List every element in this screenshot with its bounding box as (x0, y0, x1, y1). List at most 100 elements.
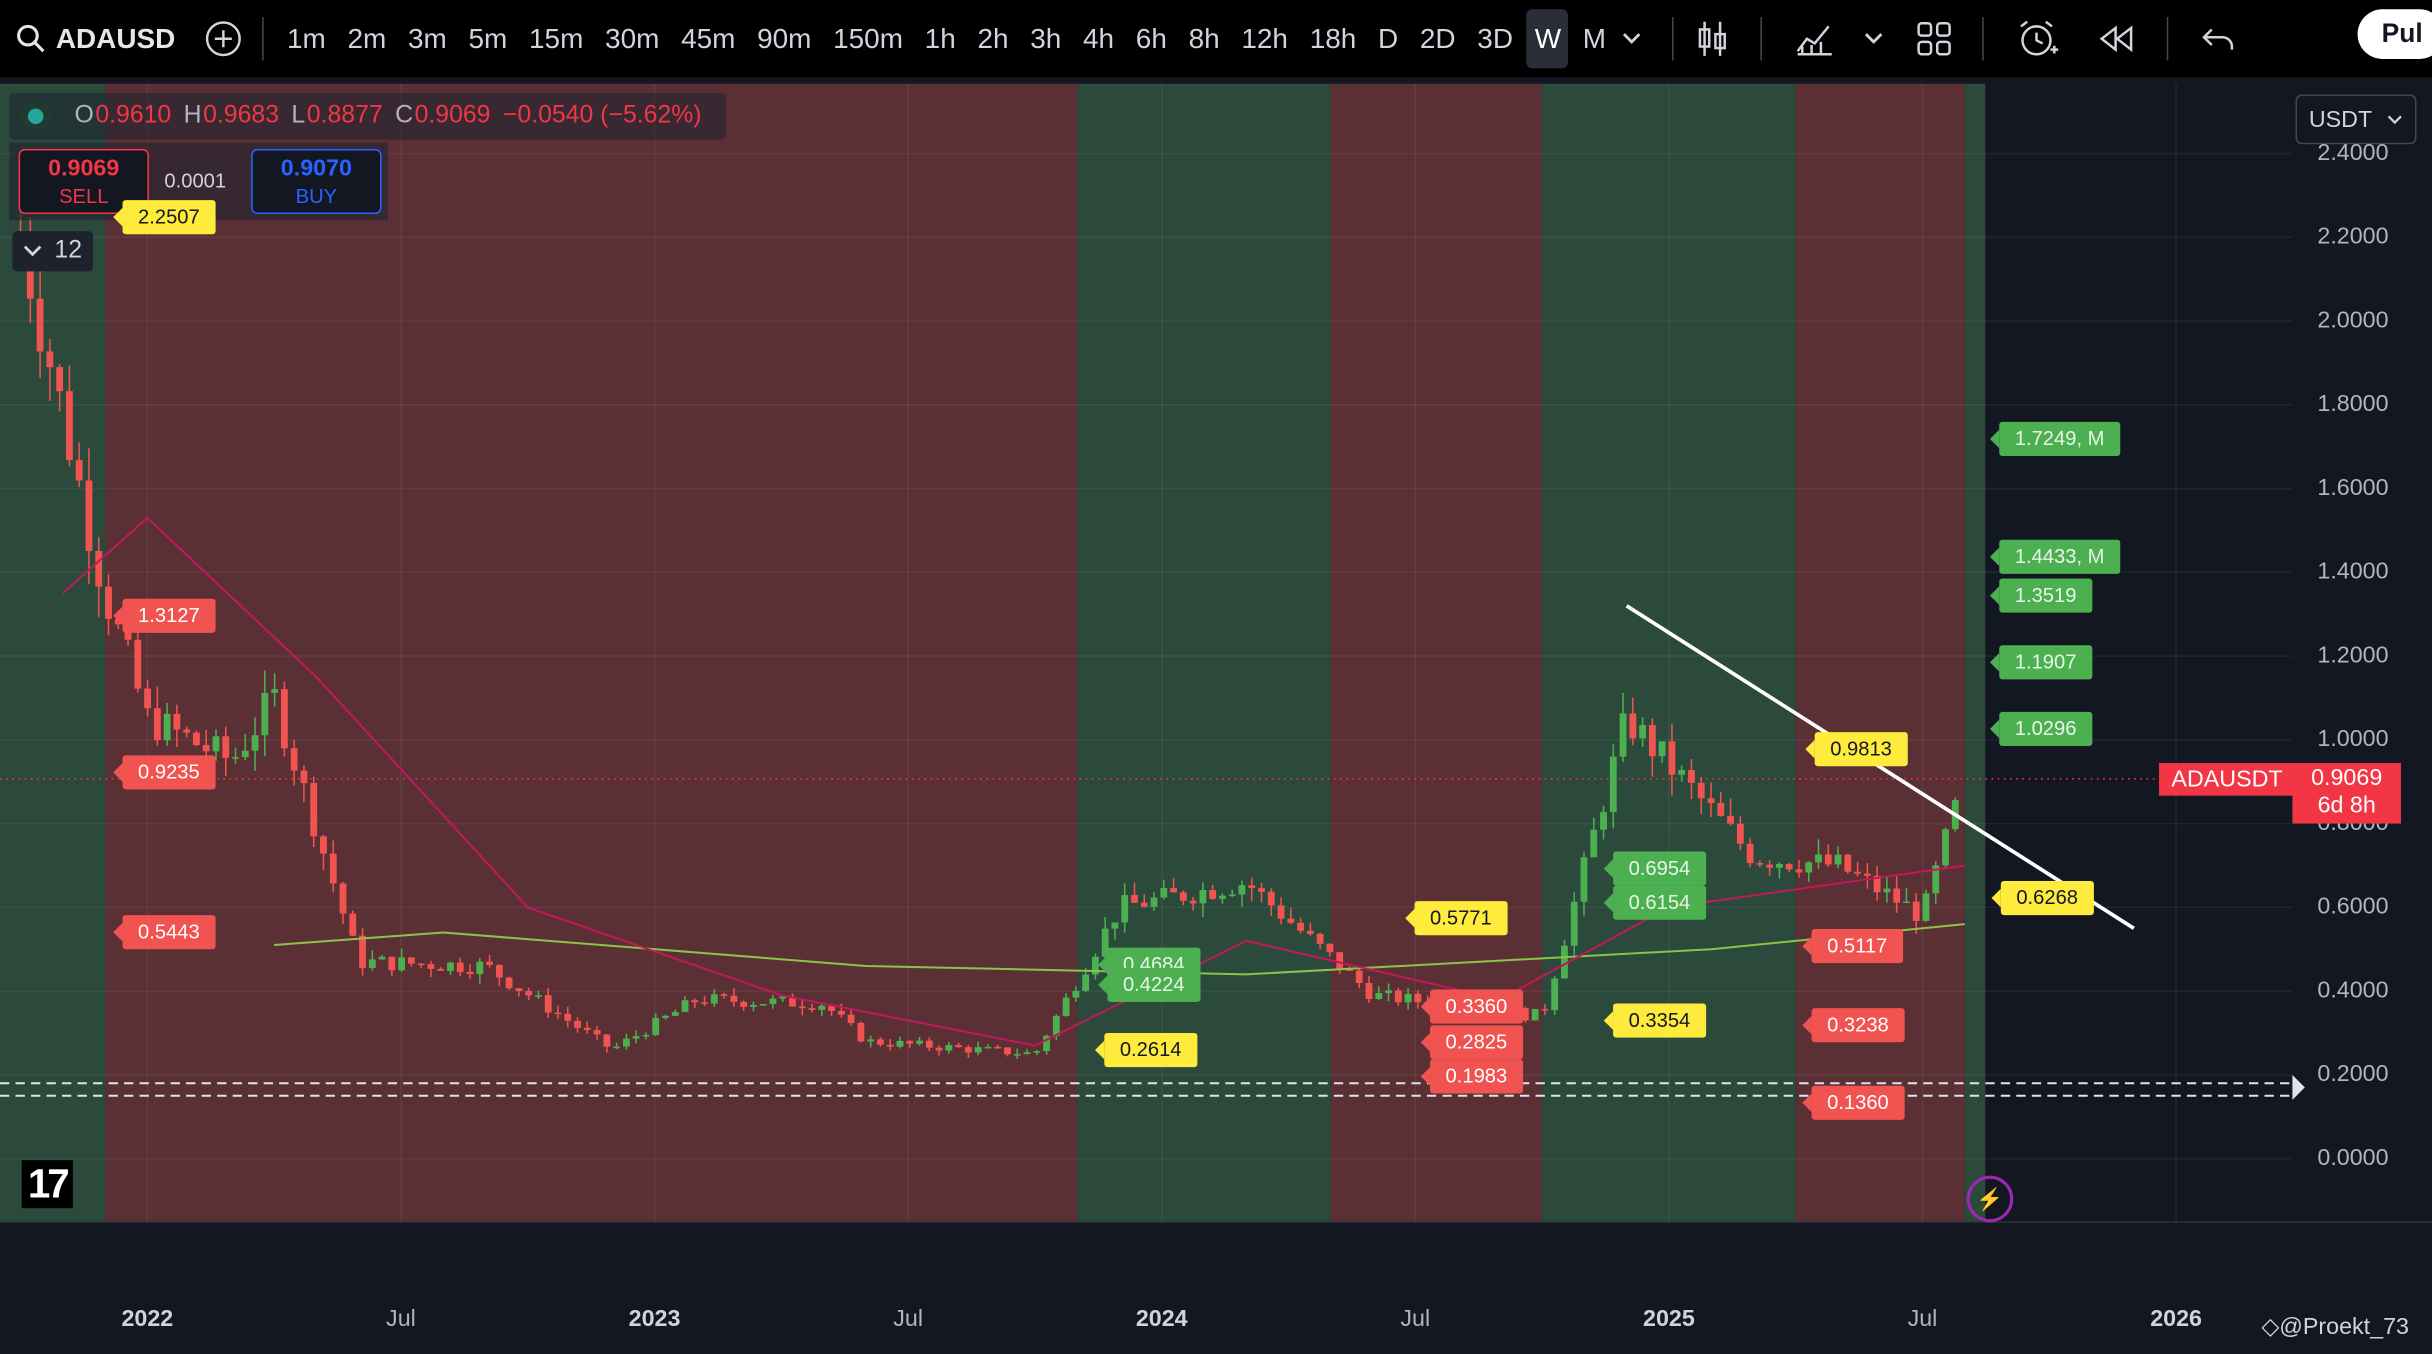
interval-30m[interactable]: 30m (605, 22, 660, 54)
price-tag[interactable]: 1.3519 (1989, 578, 2092, 613)
candle-down (583, 1027, 591, 1030)
indicators-button[interactable] (1788, 9, 1844, 68)
price-tag[interactable]: 0.1983 (1420, 1059, 1523, 1094)
replay-button[interactable] (2090, 9, 2146, 68)
price-tag[interactable]: 0.9813 (1805, 732, 1908, 767)
buy-button[interactable]: 0.9070 BUY (251, 148, 382, 215)
alert-button[interactable] (2009, 9, 2068, 68)
indicators-collapse-toggle[interactable]: 12 (12, 231, 94, 272)
interval-2h[interactable]: 2h (977, 22, 1009, 54)
price-tag[interactable]: 1.3127 (113, 598, 216, 633)
candle-down (1541, 1008, 1549, 1011)
time-axis-label: 2023 (628, 1305, 681, 1333)
interval-3m[interactable]: 3m (407, 22, 447, 54)
candle-up (632, 1036, 640, 1039)
publish-button[interactable]: Pul (2356, 9, 2432, 59)
candle-down (1355, 970, 1363, 984)
price-tag[interactable]: 1.4433, M (1989, 539, 2120, 574)
candle-down (1004, 1047, 1011, 1055)
price-tag[interactable]: 0.5117 (1802, 929, 1903, 964)
interval-1h[interactable]: 1h (924, 22, 956, 54)
interval-4h[interactable]: 4h (1083, 22, 1115, 54)
interval-2D[interactable]: 2D (1419, 22, 1456, 54)
lightning-icon[interactable]: ⚡ (1966, 1175, 2014, 1223)
candle-down (1297, 922, 1305, 931)
candle-down (1336, 952, 1344, 970)
interval-3D[interactable]: 3D (1477, 22, 1513, 54)
candle-down (877, 1039, 884, 1045)
candle-down (1326, 943, 1334, 953)
price-tag[interactable]: 0.6268 (1991, 880, 2094, 916)
interval-1m[interactable]: 1m (286, 22, 326, 54)
interval-12h[interactable]: 12h (1241, 22, 1288, 54)
price-tag[interactable]: 0.2825 (1420, 1025, 1523, 1060)
candle-down (720, 994, 728, 996)
candle-down (1248, 885, 1256, 889)
symbol-search[interactable]: ADAUSD (16, 22, 175, 55)
candle-up (1062, 997, 1070, 1016)
price-tag[interactable]: 0.4224 (1098, 967, 1201, 1002)
candle-up (1658, 741, 1666, 757)
candle-down (193, 732, 200, 746)
price-tag[interactable]: 0.6954 (1603, 851, 1706, 886)
price-tag[interactable]: 0.1360 (1802, 1085, 1905, 1120)
chevron-down-icon (1623, 33, 1642, 44)
compare-symbol-button[interactable] (197, 9, 250, 68)
price-tag[interactable]: 1.1907 (1989, 645, 2092, 680)
regime-band-bull (1077, 83, 1331, 1223)
interval-8h[interactable]: 8h (1188, 22, 1220, 54)
interval-5m[interactable]: 5m (468, 22, 508, 54)
candle-up (212, 736, 220, 752)
price-tag[interactable]: 2.2507 (113, 200, 216, 235)
currency-select[interactable]: USDT (2295, 94, 2417, 145)
candle-down (740, 1001, 748, 1007)
intervals-dropdown[interactable] (1614, 9, 1651, 68)
candle-down (1140, 902, 1148, 907)
indicators-dropdown[interactable] (1856, 9, 1893, 68)
price-tag[interactable]: 0.3360 (1420, 989, 1523, 1024)
candle-down (153, 708, 161, 741)
undo-button[interactable] (2194, 9, 2244, 68)
price-tag[interactable]: 0.5443 (113, 915, 216, 950)
price-tag[interactable]: 0.9235 (113, 755, 216, 790)
interval-M[interactable]: M (1582, 22, 1607, 54)
price-tag[interactable]: 0.3238 (1802, 1008, 1905, 1043)
chart-canvas[interactable] (0, 78, 2432, 1354)
tradingview-logo[interactable]: 17 (21, 1160, 73, 1209)
plus-circle-icon (205, 21, 241, 57)
price-axis-label: 1.4000 (2317, 558, 2389, 585)
interval-18h[interactable]: 18h (1309, 22, 1357, 54)
chart-area[interactable] (0, 77, 2432, 1354)
price-tag[interactable]: 0.3354 (1603, 1003, 1706, 1038)
price-tag[interactable]: 1.0296 (1989, 711, 2092, 747)
divider (1672, 17, 1675, 61)
candle-down (290, 748, 298, 771)
price-tag[interactable]: 0.5771 (1405, 901, 1508, 936)
candle-down (847, 1014, 855, 1023)
candle-up (1834, 854, 1842, 865)
candle-down (495, 964, 503, 978)
interval-45m[interactable]: 45m (681, 22, 736, 54)
interval-W[interactable]: W (1526, 9, 1569, 69)
price-tag[interactable]: 1.7249, M (1989, 421, 2120, 456)
layout-button[interactable] (1909, 9, 1962, 68)
sell-button[interactable]: 0.9069 SELL (18, 148, 149, 215)
candle-up (818, 1005, 826, 1010)
candle-up (1375, 993, 1383, 999)
interval-15m[interactable]: 15m (529, 22, 584, 54)
interval-D[interactable]: D (1378, 22, 1399, 54)
price-tag[interactable]: 0.6154 (1603, 885, 1706, 920)
interval-90m[interactable]: 90m (757, 22, 812, 54)
interval-6h[interactable]: 6h (1135, 22, 1167, 54)
chart-type-button[interactable] (1687, 9, 1740, 68)
candle-down (359, 935, 366, 969)
interval-2m[interactable]: 2m (347, 22, 387, 54)
price-axis-label: 0.2000 (2317, 1060, 2389, 1088)
candle-up (1590, 829, 1598, 858)
candle-up (1023, 1052, 1031, 1055)
interval-150m[interactable]: 150m (833, 22, 903, 54)
last-price-symbol: ADAUSDT (2159, 763, 2296, 796)
price-tag[interactable]: 0.2614 (1095, 1032, 1198, 1068)
candle-down (554, 1012, 562, 1015)
interval-3h[interactable]: 3h (1030, 22, 1062, 54)
